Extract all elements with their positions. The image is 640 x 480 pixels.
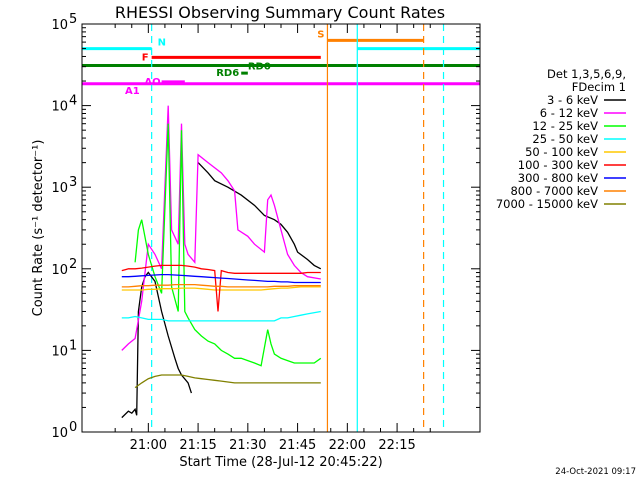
flag-label-ao: AO bbox=[144, 77, 160, 88]
legend-entry-label: 300 - 800 keV bbox=[518, 171, 598, 185]
x-tick-label: 22:00 bbox=[329, 438, 366, 453]
series-line-5 bbox=[121, 264, 321, 312]
flag-label-n: N bbox=[158, 38, 166, 49]
y-tick-label: 10 bbox=[51, 344, 68, 359]
series-line-3 bbox=[121, 310, 321, 322]
plot-area: N S F RD0 RD6 AO A1 bbox=[81, 23, 481, 433]
legend-entry-label: 12 - 25 keV bbox=[532, 119, 598, 133]
render-timestamp: 24-Oct-2021 09:17 bbox=[555, 467, 636, 477]
series-line-7 bbox=[121, 283, 321, 288]
y-tick-label: 10 bbox=[51, 18, 68, 33]
flag-bars bbox=[82, 38, 480, 86]
flag-label-f: F bbox=[142, 52, 149, 63]
y-tick-label: 10 bbox=[51, 263, 68, 278]
x-tick-label: 21:45 bbox=[279, 438, 316, 453]
x-axis-ticks: 21:00 21:15 21:30 21:45 22:00 22:15 bbox=[114, 24, 431, 453]
series-line-2 bbox=[134, 123, 322, 367]
flag-label-rd0: RD0 bbox=[248, 62, 271, 73]
legend-entry-label: 6 - 12 keV bbox=[540, 106, 598, 120]
x-tick-label: 21:15 bbox=[179, 438, 216, 453]
legend-entry-label: 3 - 6 keV bbox=[547, 93, 598, 107]
x-axis-label: Start Time (28-Jul-12 20:45:22) bbox=[179, 455, 382, 470]
x-tick-label: 21:30 bbox=[229, 438, 266, 453]
legend-entry-label: 100 - 300 keV bbox=[518, 158, 598, 172]
y-tick-label: 10 bbox=[51, 181, 68, 196]
legend-header-line2: FDecim 1 bbox=[572, 80, 626, 94]
legend-entry-label: 50 - 100 keV bbox=[525, 145, 598, 159]
chart-title: RHESSI Observing Summary Count Rates bbox=[115, 3, 445, 22]
x-tick-label: 22:15 bbox=[378, 438, 415, 453]
series-line-8 bbox=[134, 374, 321, 389]
legend-header-line1: Det 1,3,5,6,9, bbox=[547, 67, 626, 81]
time-markers bbox=[151, 24, 445, 432]
y-axis-label: Count Rate (s⁻¹ detector⁻¹) bbox=[31, 140, 46, 317]
y-tick-exponent: 5 bbox=[69, 12, 77, 27]
series-line-6 bbox=[121, 273, 321, 284]
flag-label-s: S bbox=[317, 29, 324, 40]
y-tick-label: 10 bbox=[51, 426, 68, 441]
series-line-0 bbox=[121, 162, 322, 419]
data-series bbox=[121, 105, 322, 419]
y-tick-exponent: 4 bbox=[69, 94, 77, 109]
y-tick-exponent: 1 bbox=[69, 338, 77, 353]
legend-entry-label: 7000 - 15000 keV bbox=[496, 197, 598, 211]
flag-label-rd6: RD6 bbox=[216, 68, 239, 79]
y-tick-exponent: 2 bbox=[69, 257, 77, 272]
legend-entry-label: 800 - 7000 keV bbox=[510, 184, 598, 198]
y-tick-exponent: 3 bbox=[69, 175, 77, 190]
y-tick-label: 10 bbox=[51, 100, 68, 115]
series-line-4 bbox=[121, 286, 321, 291]
flag-label-a1: A1 bbox=[125, 86, 140, 97]
legend-entry-label: 25 - 50 keV bbox=[532, 132, 598, 146]
series-line-1 bbox=[121, 105, 321, 351]
y-tick-exponent: 0 bbox=[69, 420, 77, 435]
x-tick-label: 21:00 bbox=[130, 438, 167, 453]
flag-labels: N S F RD0 RD6 AO A1 bbox=[125, 29, 324, 96]
